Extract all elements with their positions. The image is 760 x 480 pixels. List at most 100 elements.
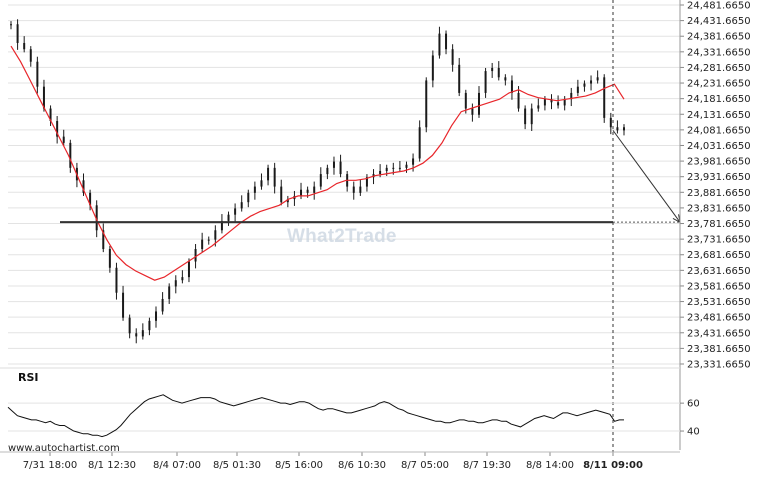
candle-body xyxy=(379,170,382,175)
price-tick-label: 23,831.6650 xyxy=(687,203,751,214)
price-tick-label: 24,131.6650 xyxy=(687,110,751,121)
price-tick-label: 23,581.6650 xyxy=(687,281,751,292)
candle-body xyxy=(267,167,270,181)
price-tick-label: 24,181.6650 xyxy=(687,94,751,105)
rsi-line xyxy=(7,394,624,438)
candle-body xyxy=(497,67,500,78)
candle-body xyxy=(49,108,52,122)
candle-body xyxy=(557,102,560,106)
time-tick-label: 8/11 09:00 xyxy=(583,460,643,471)
candle-body xyxy=(332,161,335,168)
price-tick-label: 23,881.6650 xyxy=(687,188,751,199)
candle-body xyxy=(550,99,553,103)
candle-body xyxy=(458,64,461,93)
candle-body xyxy=(141,330,144,337)
price-tick-label: 24,481.6650 xyxy=(687,1,751,12)
candle-body xyxy=(392,167,395,169)
candle-body xyxy=(62,136,65,143)
candle-body xyxy=(148,320,151,331)
candle-body xyxy=(181,277,184,281)
rsi-grid xyxy=(0,367,680,432)
candle-body xyxy=(227,214,230,221)
price-tick-label: 24,431.6650 xyxy=(687,16,751,27)
candle-body xyxy=(273,167,276,187)
candle-body xyxy=(438,33,441,56)
candle-body xyxy=(570,92,573,100)
candle-body xyxy=(319,174,322,187)
candle-body xyxy=(247,192,250,203)
candle-body xyxy=(260,180,263,187)
candle-body xyxy=(359,186,362,193)
candle-body xyxy=(168,286,171,299)
candle-body xyxy=(477,92,480,115)
rsi-tick-label: 60 xyxy=(687,399,700,410)
price-tick-label: 23,931.6650 xyxy=(687,172,751,183)
candle-body xyxy=(306,189,309,193)
candle-body xyxy=(161,298,164,312)
candle-body xyxy=(504,77,507,81)
time-tick-label: 8/4 07:00 xyxy=(153,460,201,471)
price-tick-label: 24,081.6650 xyxy=(687,125,751,136)
candle-body xyxy=(471,108,474,115)
candle-body xyxy=(29,49,32,62)
price-tick-label: 23,681.6650 xyxy=(687,250,751,261)
credit-text: www.autochartist.com xyxy=(8,443,120,454)
candle-body xyxy=(69,142,72,168)
candle-body xyxy=(253,186,256,193)
moving-average-line xyxy=(10,45,625,281)
candle-body xyxy=(280,186,283,203)
candle-body xyxy=(524,108,527,125)
price-tick-label: 23,431.6650 xyxy=(687,328,751,339)
candle-body xyxy=(451,49,454,65)
candle-body xyxy=(583,83,586,87)
time-tick-label: 8/7 05:00 xyxy=(401,460,449,471)
candle-body xyxy=(543,99,546,106)
price-axis: 24,481.6650 24,431.6650 24,381.6650 24,331.… xyxy=(679,0,751,450)
candle-body xyxy=(128,317,131,334)
candle-body xyxy=(82,180,85,193)
candle-body xyxy=(431,55,434,81)
candle-body xyxy=(385,167,388,171)
candle-body xyxy=(187,261,190,278)
candle-body xyxy=(220,220,223,231)
candle-body xyxy=(603,77,606,118)
time-tick-label: 8/6 10:30 xyxy=(338,460,386,471)
projection-arrow xyxy=(612,130,681,223)
candle-body xyxy=(464,92,467,109)
candle-body xyxy=(616,127,619,131)
price-tick-label: 24,031.6650 xyxy=(687,141,751,152)
candle-body xyxy=(89,192,92,206)
price-tick-label: 23,381.6650 xyxy=(687,344,751,355)
price-tick-label: 24,231.6650 xyxy=(687,79,751,90)
candle-body xyxy=(102,230,105,250)
candle-body xyxy=(201,239,204,250)
candle-body xyxy=(56,121,59,137)
candle-body xyxy=(194,249,197,262)
candle-body xyxy=(300,189,303,196)
candle-body xyxy=(286,199,289,203)
candle-body xyxy=(207,239,210,241)
candle-body xyxy=(234,208,237,215)
candle-body xyxy=(412,158,415,165)
price-tick-label: 23,981.6650 xyxy=(687,157,751,168)
candle-body xyxy=(530,108,533,125)
rsi-axis: 60 40 xyxy=(680,399,700,438)
price-tick-label: 23,331.6650 xyxy=(687,360,751,371)
rsi-tick-label: 40 xyxy=(687,427,700,438)
candle-body xyxy=(405,164,408,168)
candle-body xyxy=(115,267,118,293)
candle-body xyxy=(174,280,177,287)
candle-body xyxy=(563,99,566,106)
time-tick-label: 8/7 19:30 xyxy=(463,460,511,471)
price-tick-label: 23,631.6650 xyxy=(687,266,751,277)
time-tick-label: 8/1 12:30 xyxy=(88,460,136,471)
candle-body xyxy=(42,86,45,109)
price-tick-label: 23,781.6650 xyxy=(687,219,751,230)
candle-body xyxy=(326,167,329,175)
watermark-logo: What2Trade xyxy=(287,226,397,247)
candle-body xyxy=(445,33,448,50)
candle-body xyxy=(313,186,316,193)
price-tick-label: 23,531.6650 xyxy=(687,297,751,308)
